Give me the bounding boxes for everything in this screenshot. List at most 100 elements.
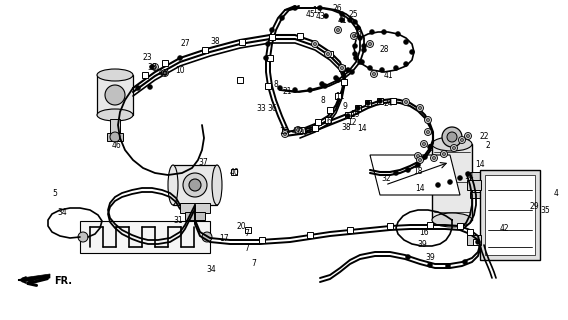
Bar — [282, 129, 288, 135]
Circle shape — [345, 68, 350, 73]
Circle shape — [269, 28, 274, 33]
Text: 5: 5 — [53, 188, 57, 197]
Text: 37: 37 — [198, 157, 208, 166]
Circle shape — [428, 262, 432, 268]
Circle shape — [293, 87, 298, 92]
Ellipse shape — [432, 137, 472, 151]
Text: 14: 14 — [357, 124, 367, 132]
Bar — [467, 235, 481, 245]
Text: 10: 10 — [175, 66, 185, 75]
Circle shape — [356, 106, 361, 110]
Circle shape — [353, 35, 356, 37]
Text: 4: 4 — [554, 188, 558, 197]
Bar — [97, 75, 133, 115]
Circle shape — [183, 173, 207, 197]
Bar — [473, 239, 479, 245]
Circle shape — [349, 69, 354, 75]
Text: 8: 8 — [274, 79, 278, 89]
Circle shape — [382, 29, 386, 35]
Circle shape — [379, 68, 385, 73]
Circle shape — [357, 60, 362, 65]
Text: 38: 38 — [210, 36, 220, 45]
Bar — [365, 100, 371, 106]
Text: 23: 23 — [142, 52, 152, 61]
Text: 25: 25 — [348, 10, 358, 19]
Circle shape — [360, 60, 365, 65]
Text: 1: 1 — [428, 143, 432, 153]
Circle shape — [427, 118, 429, 122]
Bar — [345, 112, 351, 118]
Text: 13: 13 — [312, 5, 322, 14]
Text: 29: 29 — [529, 202, 539, 211]
Circle shape — [416, 163, 420, 167]
Text: 46: 46 — [111, 140, 121, 149]
Circle shape — [441, 150, 448, 157]
Circle shape — [365, 100, 370, 106]
Bar — [457, 223, 463, 229]
Circle shape — [423, 155, 428, 159]
Bar — [269, 34, 275, 40]
Bar — [377, 98, 383, 104]
Circle shape — [427, 131, 429, 133]
Bar — [142, 72, 148, 78]
Circle shape — [442, 127, 462, 147]
Circle shape — [177, 55, 182, 60]
Circle shape — [424, 129, 432, 135]
Text: 39: 39 — [425, 253, 435, 262]
Circle shape — [373, 73, 375, 76]
Circle shape — [419, 107, 421, 109]
Circle shape — [353, 44, 357, 49]
Text: 14: 14 — [475, 159, 485, 169]
Bar — [237, 77, 243, 83]
Circle shape — [333, 76, 339, 81]
Circle shape — [149, 65, 154, 69]
Bar — [485, 175, 535, 255]
Bar — [107, 133, 123, 141]
Circle shape — [293, 5, 298, 11]
Circle shape — [394, 171, 399, 175]
Bar — [231, 169, 237, 175]
Text: 38: 38 — [341, 123, 351, 132]
Text: 20: 20 — [236, 221, 246, 230]
Circle shape — [162, 70, 168, 76]
Bar — [312, 125, 318, 131]
Circle shape — [324, 13, 328, 19]
Circle shape — [307, 87, 312, 92]
Circle shape — [475, 239, 481, 244]
Circle shape — [416, 155, 420, 157]
Text: 6: 6 — [327, 116, 332, 125]
Circle shape — [311, 41, 319, 47]
Text: 7: 7 — [245, 244, 249, 252]
Circle shape — [318, 5, 323, 11]
Circle shape — [319, 82, 324, 86]
Text: 31: 31 — [173, 215, 183, 225]
Circle shape — [361, 47, 366, 52]
Text: 11: 11 — [335, 92, 345, 100]
Circle shape — [265, 42, 270, 46]
Circle shape — [348, 18, 353, 22]
Text: 14: 14 — [464, 172, 474, 180]
Text: 21: 21 — [282, 86, 292, 95]
Circle shape — [406, 167, 411, 172]
Circle shape — [378, 99, 382, 103]
Circle shape — [296, 129, 299, 132]
Circle shape — [395, 31, 400, 36]
Circle shape — [394, 66, 399, 70]
Bar — [432, 144, 472, 220]
Bar — [162, 60, 168, 66]
Bar — [202, 47, 208, 53]
Circle shape — [431, 155, 437, 162]
Circle shape — [445, 263, 450, 268]
Text: 41: 41 — [383, 70, 393, 79]
Text: 24: 24 — [383, 99, 393, 108]
Text: 40: 40 — [229, 167, 239, 177]
Text: 17: 17 — [219, 234, 229, 243]
Circle shape — [323, 84, 328, 89]
Ellipse shape — [97, 109, 133, 121]
Bar — [239, 39, 245, 45]
Bar — [355, 105, 361, 111]
Text: 45: 45 — [306, 10, 316, 19]
Circle shape — [423, 142, 425, 146]
Circle shape — [279, 15, 285, 20]
Bar — [315, 119, 321, 125]
